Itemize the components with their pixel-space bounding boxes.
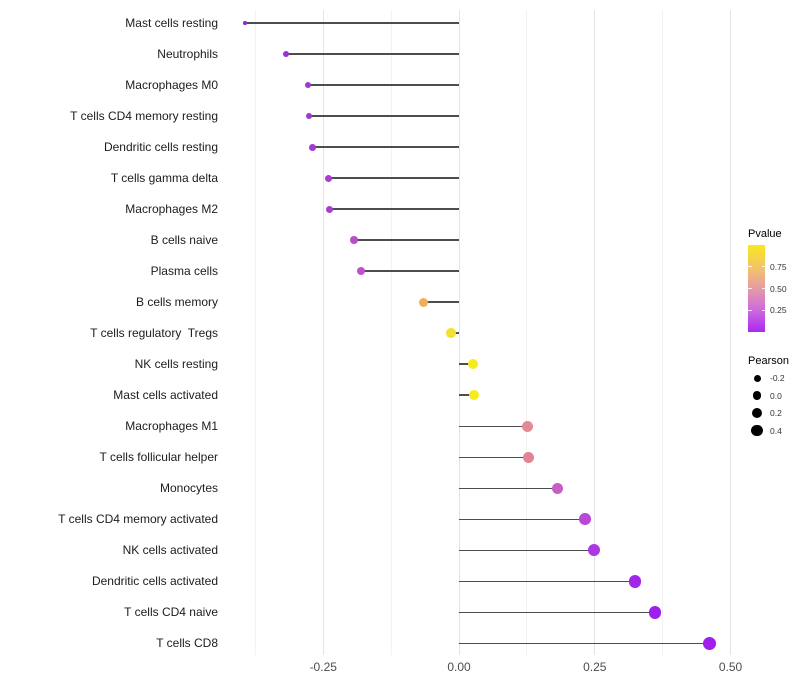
- x-axis-tick-label: 0.00: [447, 660, 471, 674]
- y-axis-label: Neutrophils: [157, 47, 218, 62]
- lollipop-stem: [312, 146, 459, 148]
- lollipop-stem: [354, 239, 459, 241]
- size-legend-dot: [753, 374, 761, 382]
- size-legend-dot: [752, 391, 762, 400]
- y-axis-label: Dendritic cells resting: [103, 140, 218, 155]
- y-axis-label: Plasma cells: [150, 264, 218, 279]
- major-gridline: [458, 10, 460, 655]
- y-axis-label: Macrophages M0: [125, 78, 218, 93]
- minor-gridline: [526, 10, 528, 655]
- lollipop-stem: [423, 301, 459, 303]
- lollipop-stem: [459, 425, 528, 427]
- lollipop-dot: [702, 636, 717, 651]
- y-axis-label: B cells memory: [135, 295, 218, 310]
- y-axis-label: Macrophages M1: [125, 419, 218, 434]
- colorbar-tick-mark: [748, 309, 752, 311]
- lollipop-stem: [285, 53, 459, 55]
- y-axis-label: Macrophages M2: [125, 202, 218, 217]
- size-legend-label: 0.0: [770, 390, 782, 401]
- lollipop-dot: [305, 112, 313, 120]
- y-axis-label: NK cells resting: [134, 357, 218, 372]
- size-legend-label: 0.2: [770, 408, 782, 418]
- lollipop-stem: [459, 456, 529, 459]
- x-axis-tick-label: 0.25: [583, 660, 607, 674]
- lollipop-dot: [579, 513, 591, 526]
- lollipop-stem: [459, 518, 585, 521]
- y-axis-label: Dendritic cells activated: [91, 574, 218, 589]
- lollipop-dot: [243, 21, 247, 25]
- colorbar-tick-mark: [748, 288, 752, 289]
- pvalue-legend-title: Pvalue: [748, 228, 782, 240]
- lollipop-stem: [245, 22, 459, 24]
- x-axis-tick-label: 0.50: [718, 660, 743, 674]
- lollipop-dot: [469, 390, 480, 401]
- major-gridline: [594, 10, 596, 655]
- colorbar-tick-mark: [761, 288, 765, 289]
- colorbar-tick-mark: [761, 266, 765, 268]
- colorbar-tick-label: 0.75: [770, 261, 787, 272]
- lollipop-dot: [628, 575, 642, 588]
- lollipop-dot: [282, 50, 289, 58]
- y-axis-label: Mast cells activated: [113, 388, 218, 403]
- lollipop-stem: [459, 363, 473, 365]
- lollipop-dot: [418, 297, 428, 307]
- y-axis-label: Mast cells resting: [125, 16, 218, 30]
- pvalue-colorbar: [748, 245, 765, 332]
- y-axis-label: T cells CD4 memory resting: [70, 109, 218, 124]
- major-gridline: [730, 10, 731, 655]
- colorbar-tick-mark: [761, 309, 765, 311]
- size-legend-dot: [751, 407, 763, 419]
- lollipop-stem: [459, 487, 558, 490]
- y-axis-label: T cells gamma delta: [110, 171, 218, 186]
- y-axis-label: T cells follicular helper: [99, 450, 219, 465]
- y-axis-label: T cells CD4 memory activated: [58, 512, 218, 527]
- lollipop-stem: [329, 208, 459, 210]
- pearson-legend-title: Pearson: [748, 355, 789, 367]
- size-legend-label: 0.4: [770, 425, 782, 436]
- y-axis-label: Monocytes: [159, 481, 218, 496]
- size-legend-dot: [751, 424, 763, 437]
- colorbar-tick-label: 0.25: [770, 305, 787, 316]
- lollipop-stem: [459, 611, 656, 614]
- y-axis-label: T cells regulatory Tregs: [90, 326, 218, 341]
- lollipop-stem: [309, 115, 459, 117]
- lollipop-dot: [446, 328, 456, 339]
- y-axis-label: T cells CD4 naive: [124, 605, 218, 620]
- y-axis-label: NK cells activated: [122, 543, 218, 558]
- colorbar-tick-mark: [748, 266, 752, 268]
- x-axis-tick-label: -0.25: [309, 660, 337, 674]
- size-legend-label: -0.2: [770, 373, 785, 383]
- lollipop-stem: [459, 642, 710, 645]
- colorbar-tick-label: 0.50: [770, 283, 787, 294]
- lollipop-dot: [523, 451, 534, 463]
- minor-gridline: [254, 10, 256, 655]
- lollipop-stem: [361, 270, 459, 272]
- lollipop-dot: [551, 482, 563, 494]
- lollipop-stem: [459, 549, 595, 552]
- minor-gridline: [662, 10, 664, 655]
- lollipop-dot: [467, 359, 478, 370]
- lollipop-dot: [304, 81, 312, 89]
- lollipop-dot: [350, 236, 359, 245]
- lollipop-stem: [308, 84, 459, 86]
- lollipop-stem: [459, 580, 635, 583]
- lollipop-dot: [521, 420, 533, 432]
- y-axis-label: T cells CD8: [156, 636, 218, 651]
- major-gridline: [322, 10, 324, 655]
- lollipop-dot: [648, 605, 662, 619]
- lollipop-dot: [324, 174, 332, 182]
- lollipop-dot: [325, 205, 333, 213]
- y-axis-label: B cells naive: [150, 233, 218, 248]
- lollipop-dot: [357, 267, 366, 276]
- lollipop-stem: [328, 177, 459, 179]
- minor-gridline: [390, 10, 392, 655]
- lollipop-dot: [309, 143, 317, 151]
- lollipop-dot: [588, 544, 601, 557]
- lollipop-stem: [459, 394, 475, 396]
